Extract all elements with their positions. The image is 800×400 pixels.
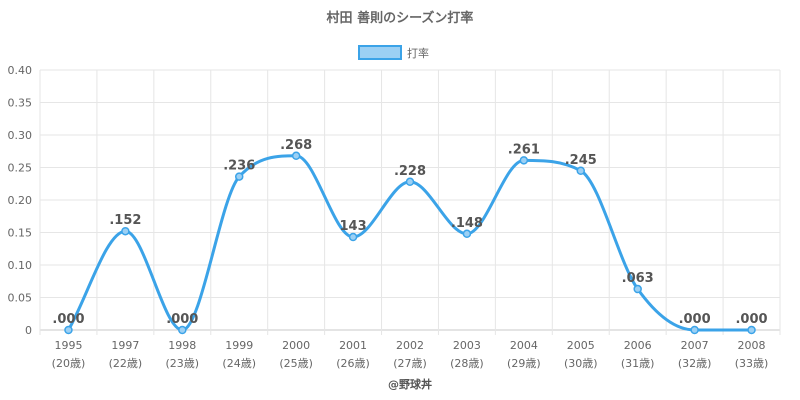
x-tick-label: 2006	[624, 339, 652, 352]
data-point[interactable]	[633, 284, 642, 294]
data-label: .268	[280, 138, 312, 153]
x-tick-label: 1998	[168, 339, 196, 352]
x-tick-sublabel: (27歳)	[393, 357, 427, 370]
data-point[interactable]	[121, 226, 130, 236]
data-label: .228	[394, 164, 426, 179]
y-tick-label: 0.05	[8, 292, 33, 305]
y-tick-label: 0.25	[8, 162, 33, 175]
x-tick-sublabel: (31歳)	[621, 357, 655, 370]
data-point[interactable]	[747, 325, 756, 335]
y-tick-label: 0.30	[8, 129, 33, 142]
grid	[39, 69, 781, 335]
legend[interactable]: 打率	[358, 45, 429, 60]
x-tick-sublabel: (28歳)	[450, 357, 484, 370]
legend-swatch	[358, 45, 402, 60]
x-tick-sublabel: (23歳)	[166, 357, 200, 370]
data-label: .000	[166, 312, 198, 327]
data-points	[64, 151, 756, 335]
y-tick-label: 0.10	[8, 259, 33, 272]
x-tick-label: 2008	[738, 339, 766, 352]
data-point[interactable]	[405, 177, 415, 187]
credit-text: @野球丼	[388, 377, 432, 391]
x-tick-sublabel: (30歳)	[564, 357, 598, 370]
data-label: 143	[340, 219, 367, 234]
y-axis: 0.40 0.35 0.30 0.25 0.20 0.15 0.10 0.05 0	[8, 64, 33, 337]
x-tick-sublabel: (29歳)	[507, 357, 541, 370]
data-point[interactable]	[576, 166, 586, 175]
data-label: .000	[679, 312, 711, 327]
x-tick-label: 2002	[396, 339, 424, 352]
data-point[interactable]	[348, 232, 358, 242]
data-label: .000	[52, 312, 84, 327]
data-point[interactable]	[178, 325, 187, 335]
y-tick-label: 0	[25, 324, 32, 337]
legend-label: 打率	[407, 46, 429, 60]
x-tick-label: 2001	[339, 339, 367, 352]
data-label: .152	[109, 213, 141, 228]
data-label: .236	[223, 159, 255, 174]
x-tick-sublabel: (24歳)	[222, 357, 256, 370]
x-tick-label: 2000	[282, 339, 310, 352]
y-tick-label: 0.20	[8, 194, 33, 207]
data-point[interactable]	[690, 325, 699, 335]
x-tick-label: 2007	[681, 339, 709, 352]
x-tick-sublabel: (32歳)	[678, 357, 712, 370]
data-label: .063	[622, 271, 654, 286]
y-tick-label: 0.40	[8, 64, 33, 77]
data-label: .245	[565, 153, 597, 168]
x-tick-label: 1995	[54, 339, 82, 352]
data-point[interactable]	[519, 156, 529, 165]
x-tick-label: 2003	[453, 339, 481, 352]
data-label: .261	[508, 142, 540, 157]
data-label: .000	[735, 312, 767, 327]
x-tick-sublabel: (25歳)	[279, 357, 313, 370]
series-line	[67, 154, 752, 332]
data-point[interactable]	[462, 229, 472, 239]
x-tick-label: 2005	[567, 339, 595, 352]
x-tick-sublabel: (22歳)	[109, 357, 143, 370]
x-tick-label: 2004	[510, 339, 538, 352]
x-tick-sublabel: (33歳)	[735, 357, 769, 370]
x-tick-sublabel: (20歳)	[52, 357, 86, 370]
x-axis: 1995 (20歳) 1997 (22歳) 1998 (23歳) 1999 (24歳) 2000…	[52, 339, 769, 370]
x-tick-sublabel: (26歳)	[336, 357, 370, 370]
y-tick-label: 0.35	[8, 97, 33, 110]
x-tick-label: 1999	[225, 339, 253, 352]
data-point[interactable]	[64, 325, 73, 335]
data-point[interactable]	[291, 151, 301, 161]
x-tick-label: 1997	[111, 339, 139, 352]
chart-title: 村田 善則のシーズン打率	[327, 10, 474, 26]
data-point[interactable]	[234, 172, 244, 181]
data-label: .148	[451, 216, 483, 231]
data-labels: .000 .152 .000 .236 .268 143 .228 .148 .261 .245.…	[52, 138, 767, 327]
y-tick-label: 0.15	[8, 227, 33, 240]
